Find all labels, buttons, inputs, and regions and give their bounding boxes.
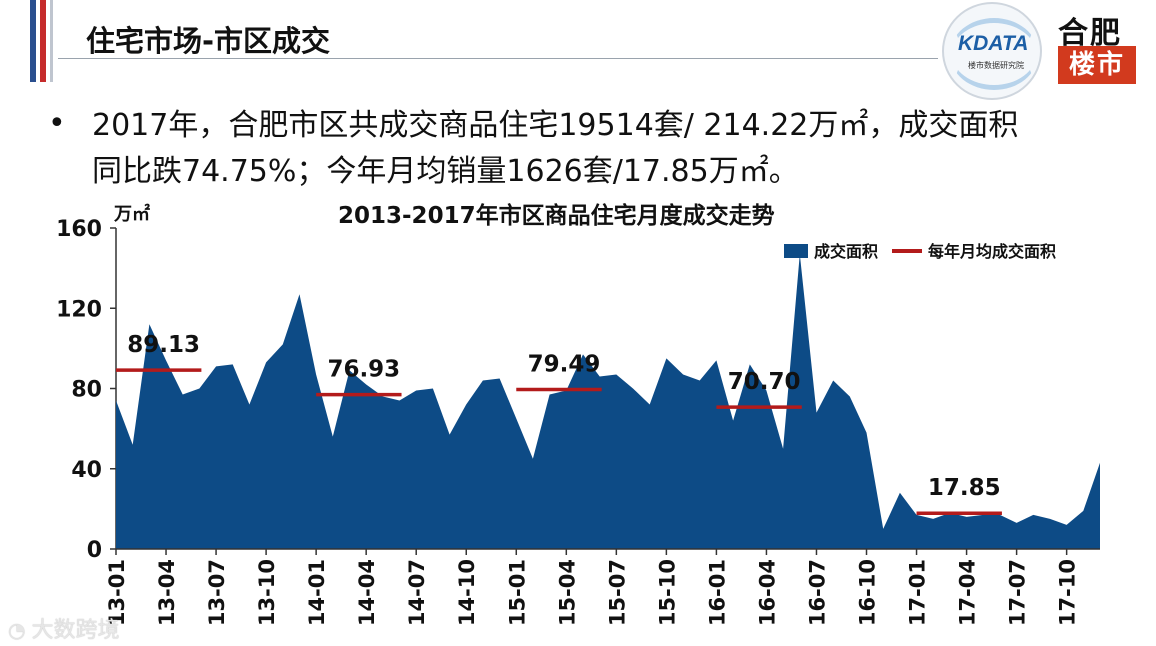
watermark: ◔ 大数跨境: [8, 612, 119, 644]
legend-swatch-area: [784, 244, 808, 258]
x-tick-label: 13-04: [155, 559, 179, 626]
summary-line-1: 2017年，合肥市区共成交商品住宅19514套/ 214.22万㎡，成交面积: [92, 108, 1019, 143]
header-flag-blue: [30, 0, 36, 82]
yearly-average-label-2013: 89.13: [127, 332, 200, 358]
y-tick-label: 120: [56, 297, 102, 322]
header-flag-gray: [50, 0, 53, 82]
legend-label-area: 成交面积: [814, 242, 879, 261]
page-title: 住宅市场-市区成交: [86, 24, 331, 58]
y-tick-label: 160: [56, 217, 102, 242]
y-tick-label: 40: [71, 458, 102, 483]
kdata-logo: KDATA 楼市数据研究院: [942, 2, 1042, 100]
watermark-text: 大数跨境: [31, 618, 120, 643]
kdata-logo-text: KDATA: [958, 32, 1029, 55]
x-tick-label: 16-04: [755, 559, 779, 626]
x-tick-label: 14-10: [455, 559, 479, 626]
x-tick-label: 15-04: [555, 559, 579, 626]
x-tick-label: 17-04: [956, 559, 980, 626]
kdata-swoosh-icon: [950, 18, 1038, 90]
chart-legend: 成交面积 每年月均成交面积: [784, 238, 1056, 262]
x-tick-label: 16-01: [705, 559, 729, 626]
chart-title: 2013-2017年市区商品住宅月度成交走势: [338, 203, 775, 229]
yearly-average-label-2015: 79.49: [528, 352, 601, 378]
y-axis-unit: 万㎡: [114, 204, 150, 225]
series-area-transaction: [116, 254, 1100, 549]
x-tick-label: 17-01: [906, 559, 930, 626]
x-tick-label: 14-04: [355, 559, 379, 626]
summary-line-2: 同比跌74.75%；今年月均销量1626套/17.85万㎡。: [92, 154, 799, 189]
x-tick-label: 13-01: [105, 559, 129, 626]
y-tick-label: 0: [87, 538, 102, 563]
x-tick-label: 16-10: [856, 559, 880, 626]
yearly-average-label-2016: 70.70: [728, 369, 801, 395]
legend-swatch-line: [892, 249, 923, 253]
x-tick-label: 13-10: [255, 559, 279, 626]
x-tick-label: 17-10: [1056, 559, 1080, 626]
y-tick-label: 80: [71, 378, 102, 403]
hefei-logo-top: 合肥: [1058, 16, 1122, 51]
x-tick-label: 15-01: [505, 559, 529, 626]
x-tick-label: 15-07: [605, 559, 629, 626]
legend-label-average: 每年月均成交面积: [928, 242, 1057, 261]
x-tick-label: 13-07: [205, 559, 229, 626]
watermark-logo-icon: ◔: [8, 618, 26, 642]
x-tick-label: 17-07: [1006, 559, 1030, 626]
header-divider: [58, 58, 938, 59]
kdata-logo-subtitle: 楼市数据研究院: [968, 61, 1024, 70]
hefei-logo-bottom: 楼市: [1058, 46, 1136, 84]
yearly-average-label-2014: 76.93: [327, 357, 400, 383]
x-tick-label: 14-07: [405, 559, 429, 626]
hefei-loushi-logo: 合肥 楼市: [1050, 2, 1142, 96]
x-tick-label: 15-10: [655, 559, 679, 626]
yearly-average-label-2017: 17.85: [928, 475, 1001, 501]
x-tick-label: 16-07: [805, 559, 829, 626]
header-flag-red: [40, 0, 46, 82]
bullet-icon: •: [48, 106, 66, 141]
x-tick-label: 14-01: [305, 559, 329, 626]
